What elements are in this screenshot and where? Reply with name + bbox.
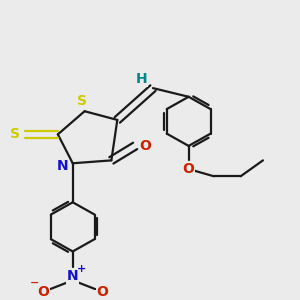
Text: S: S xyxy=(10,128,20,141)
Text: N: N xyxy=(56,159,68,173)
Text: O: O xyxy=(37,285,49,299)
Text: O: O xyxy=(183,162,195,176)
Text: −: − xyxy=(29,278,39,288)
Text: O: O xyxy=(97,285,108,299)
Text: O: O xyxy=(140,139,152,153)
Text: S: S xyxy=(76,94,87,108)
Text: +: + xyxy=(77,264,86,274)
Text: H: H xyxy=(135,72,147,86)
Text: N: N xyxy=(67,269,79,283)
